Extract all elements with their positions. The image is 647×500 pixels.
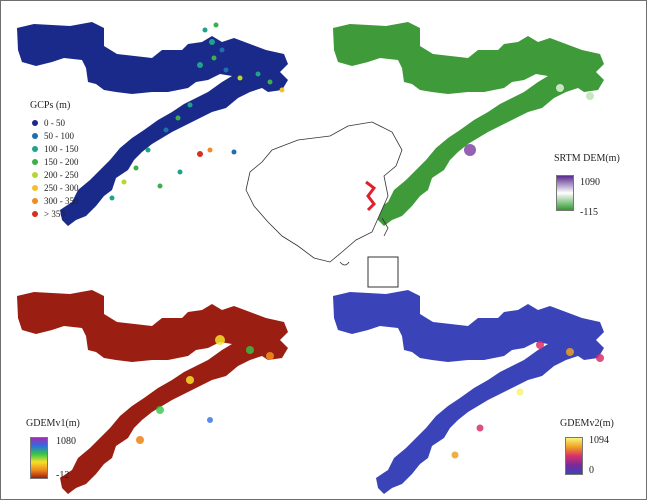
- gcp-legend-item: > 350: [32, 207, 79, 220]
- gcp-legend-item: 50 - 100: [32, 129, 79, 142]
- gcp-class-label: 300 - 350: [44, 195, 79, 206]
- gdem2-max-label: 1094: [589, 435, 609, 446]
- gcp-legend: 0 - 50 50 - 100 100 - 150 150 - 200 200 - 25…: [32, 116, 79, 220]
- gcp-class-label: 200 - 250: [44, 169, 79, 180]
- gcp-class-swatch: [32, 158, 38, 165]
- gdem2-min-label: 0: [589, 465, 594, 476]
- gcp-class-swatch: [32, 132, 38, 139]
- srtm-max-label: 1090: [580, 177, 600, 188]
- gdem2-map: [333, 290, 604, 494]
- gcp-class-label: 150 - 200: [44, 156, 79, 167]
- gdem2-colorbar: [565, 437, 583, 475]
- gcp-legend-item: 300 - 350: [32, 194, 79, 207]
- gdem1-map: [17, 290, 288, 494]
- gcp-legend-item: 250 - 300: [32, 181, 79, 194]
- gcp-class-label: 250 - 300: [44, 182, 79, 193]
- srtm-legend-title: SRTM DEM(m): [554, 153, 620, 164]
- gcp-points: [109, 22, 285, 201]
- gcp-legend-item: 150 - 200: [32, 155, 79, 168]
- gdem1-min-label: -12: [56, 470, 70, 481]
- gdem2-legend-title: GDEMv2(m): [560, 418, 614, 429]
- gcp-map: [17, 22, 288, 226]
- gcp-class-swatch: [32, 210, 38, 217]
- gdem1-colorbar: [30, 437, 48, 479]
- srtm-colorbar: [556, 175, 574, 211]
- gcp-class-label: 0 - 50: [44, 117, 65, 128]
- gcp-class-swatch: [32, 184, 38, 191]
- south-china-sea-box: [367, 256, 399, 288]
- gcp-class-label: > 350: [44, 208, 65, 219]
- srtm-map: [333, 22, 604, 226]
- gdem1-max-label: 1080: [56, 436, 76, 447]
- gcp-class-swatch: [32, 197, 38, 204]
- gcp-legend-item: 200 - 250: [32, 168, 79, 181]
- gcp-legend-title: GCPs (m): [30, 100, 71, 111]
- gdem1-legend-title: GDEMv1(m): [26, 418, 80, 429]
- srtm-min-label: -115: [580, 207, 598, 218]
- gcp-class-label: 50 - 100: [44, 130, 74, 141]
- gcp-class-swatch: [32, 119, 38, 126]
- gcp-class-label: 100 - 150: [44, 143, 79, 154]
- gcp-class-swatch: [32, 171, 38, 178]
- china-inset-map: [245, 121, 403, 288]
- gcp-class-swatch: [32, 145, 38, 152]
- gcp-legend-item: 0 - 50: [32, 116, 79, 129]
- gcp-legend-item: 100 - 150: [32, 142, 79, 155]
